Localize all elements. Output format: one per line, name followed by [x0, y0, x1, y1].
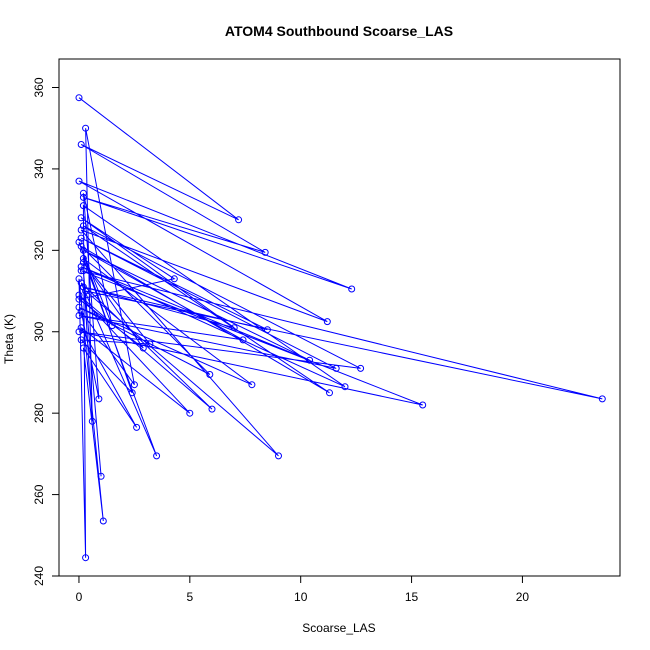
x-tick-label: 15: [405, 590, 419, 604]
data-point: [77, 324, 85, 332]
data-point: [332, 364, 340, 372]
data-point: [82, 124, 90, 132]
data-point: [77, 267, 85, 275]
x-tick-label: 5: [186, 590, 193, 604]
y-tick-label: 320: [32, 240, 46, 260]
data-point: [206, 371, 214, 378]
data-point: [95, 395, 103, 403]
y-tick-label: 240: [32, 566, 46, 586]
data-point: [88, 417, 96, 425]
data-point: [239, 336, 247, 344]
data-point: [139, 344, 147, 352]
data-point: [77, 336, 85, 344]
y-tick-label: 340: [32, 159, 46, 179]
data-point: [248, 381, 256, 389]
x-tick-label: 0: [76, 590, 83, 604]
y-tick-label: 280: [32, 403, 46, 423]
data-point: [323, 318, 331, 326]
data-point: [75, 303, 83, 311]
data-point: [357, 364, 365, 372]
series-line: [77, 97, 603, 558]
data-point: [75, 328, 83, 336]
data-point: [153, 452, 161, 460]
data-point: [97, 472, 105, 480]
data-point: [79, 222, 87, 230]
data-point: [133, 423, 141, 431]
data-point: [77, 263, 85, 271]
data-point: [77, 141, 85, 148]
data-point: [128, 389, 136, 397]
data-point: [306, 356, 314, 364]
data-point: [75, 275, 83, 283]
x-axis-label: Scoarse_LAS: [302, 621, 375, 635]
y-axis-label: Theta (K): [2, 314, 16, 364]
data-point: [186, 409, 194, 417]
y-tick-label: 260: [32, 484, 46, 504]
data-point: [79, 202, 87, 210]
data-point: [77, 214, 85, 222]
data-point: [77, 242, 85, 250]
data-point: [82, 554, 90, 562]
data-point: [82, 287, 90, 295]
data-point: [79, 255, 87, 262]
data-point: [170, 275, 178, 283]
data-point: [79, 344, 87, 352]
data-point: [77, 279, 85, 287]
data-point: [419, 401, 427, 409]
data-point: [75, 295, 83, 303]
data-point: [79, 283, 87, 291]
chart-title: ATOM4 Southbound Scoarse_LAS: [225, 23, 453, 39]
data-point: [99, 517, 107, 525]
data-point: [235, 216, 243, 224]
data-point: [130, 381, 138, 389]
plot-area: [75, 94, 606, 562]
data-point: [77, 307, 85, 315]
data-point: [75, 238, 83, 246]
data-point: [75, 177, 83, 185]
plot-frame: [58, 58, 621, 577]
data-point: [79, 246, 87, 254]
y-axis: 240 260 280 300 320 340 360: [32, 77, 60, 586]
data-point: [79, 267, 87, 275]
x-axis: 0 5 10 15 20: [76, 575, 530, 604]
y-tick-label: 300: [32, 321, 46, 341]
data-point: [77, 234, 85, 242]
x-tick-label: 20: [516, 590, 530, 604]
data-point: [79, 193, 87, 201]
data-point: [326, 389, 333, 397]
data-point: [75, 312, 83, 319]
data-point: [79, 189, 87, 197]
data-point: [108, 322, 116, 330]
data-point: [77, 226, 85, 234]
data-point: [261, 248, 269, 256]
data-point: [598, 395, 606, 403]
x-tick-label: 10: [294, 590, 308, 604]
data-point: [263, 326, 271, 334]
data-point: [79, 259, 87, 266]
data-point: [146, 340, 154, 348]
data-point: [275, 452, 282, 460]
data-point: [230, 324, 238, 332]
data-point: [75, 291, 83, 299]
data-point: [341, 383, 349, 391]
data-point: [75, 94, 83, 102]
data-point: [348, 285, 356, 293]
y-tick-label: 360: [32, 77, 46, 97]
data-point: [208, 405, 216, 413]
